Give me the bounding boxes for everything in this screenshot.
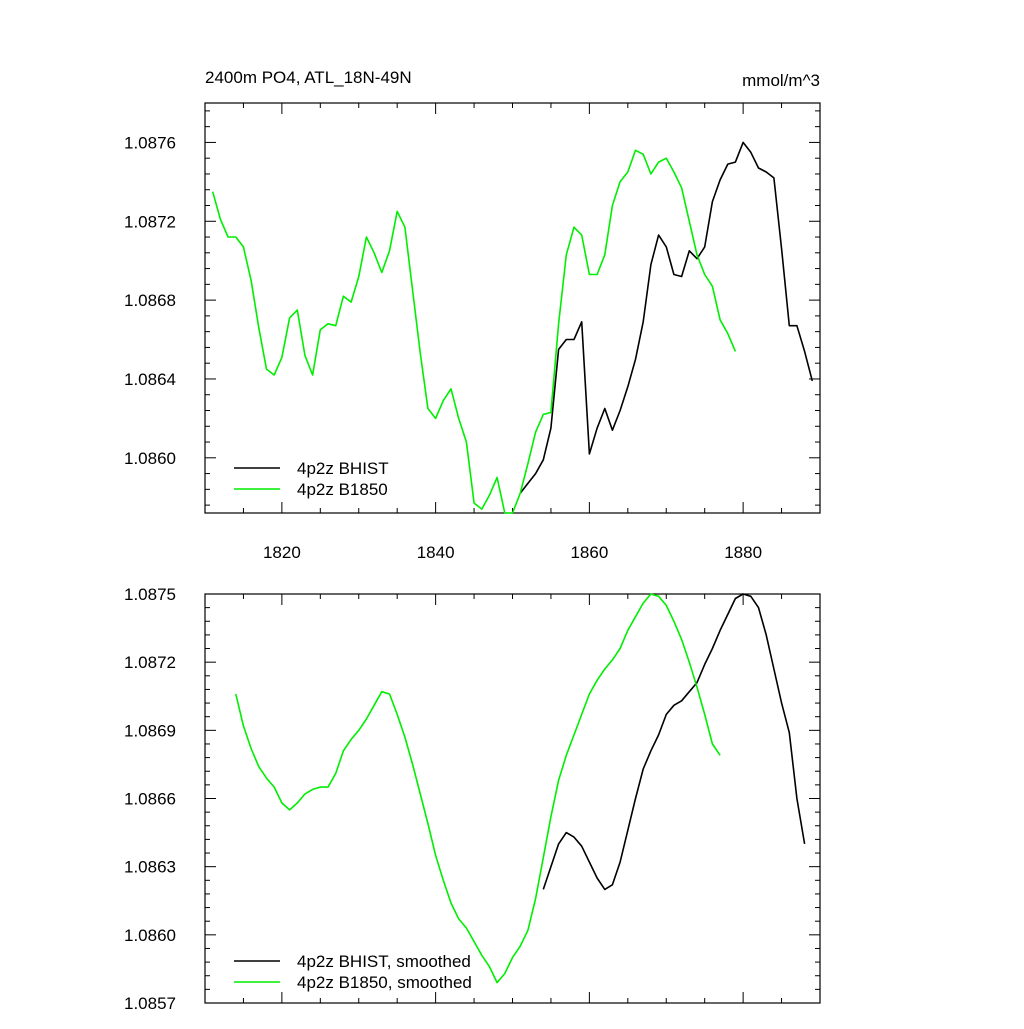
- chart1-y-tick-label: 1.0876: [124, 133, 176, 152]
- chart2-y-tick-label: 1.0860: [124, 926, 176, 945]
- chart2-legend-label-1: 4p2z BHIST, smoothed: [297, 952, 471, 971]
- chart2-y-tick-label: 1.0863: [124, 858, 176, 877]
- chart2-y-tick-label: 1.0875: [124, 585, 176, 604]
- chart1-legend-label-2: 4p2z B1850: [297, 480, 388, 499]
- chart1-x-tick-label: 1880: [724, 543, 762, 562]
- chart2-y-tick-label: 1.0866: [124, 790, 176, 809]
- chart2-series-line-1: [542, 593, 806, 891]
- chart1-series-line-2: [211, 149, 737, 514]
- chart1-x-tick-label: 1860: [570, 543, 608, 562]
- chart1-y-tick-label: 1.0868: [124, 291, 176, 310]
- chart2-plot-frame: [204, 593, 821, 1004]
- chart1-y-tick-label: 1.0860: [124, 449, 176, 468]
- chart2-y-tick-label: 1.0872: [124, 653, 176, 672]
- chart1-group: 1820 1840 1860 1880 1.0860 1.0864 1.0868 1.0872…: [124, 68, 821, 562]
- chart1-x-tick-label: 1840: [417, 543, 455, 562]
- chart2-group: 1.0857 1.0860 1.0863 1.0866 1.0869 1.0872 1.08…: [124, 585, 821, 1013]
- chart1-y-tick-label: 1.0864: [124, 370, 176, 389]
- chart2-series-line-2: [235, 593, 721, 984]
- chart2-legend-label-2: 4p2z B1850, smoothed: [297, 973, 472, 992]
- chart1-legend-label-1: 4p2z BHIST: [297, 459, 389, 478]
- chart1-series-line-1: [519, 141, 814, 494]
- chart2-y-tick-label: 1.0857: [124, 994, 176, 1013]
- chart1-units-label: mmol/m^3: [742, 71, 820, 90]
- chart2-y-tick-label: 1.0869: [124, 721, 176, 740]
- chart1-title: 2400m PO4, ATL_18N-49N: [205, 68, 412, 87]
- chart1-y-tick-label: 1.0872: [124, 212, 176, 231]
- chart1-x-tick-label: 1820: [263, 543, 301, 562]
